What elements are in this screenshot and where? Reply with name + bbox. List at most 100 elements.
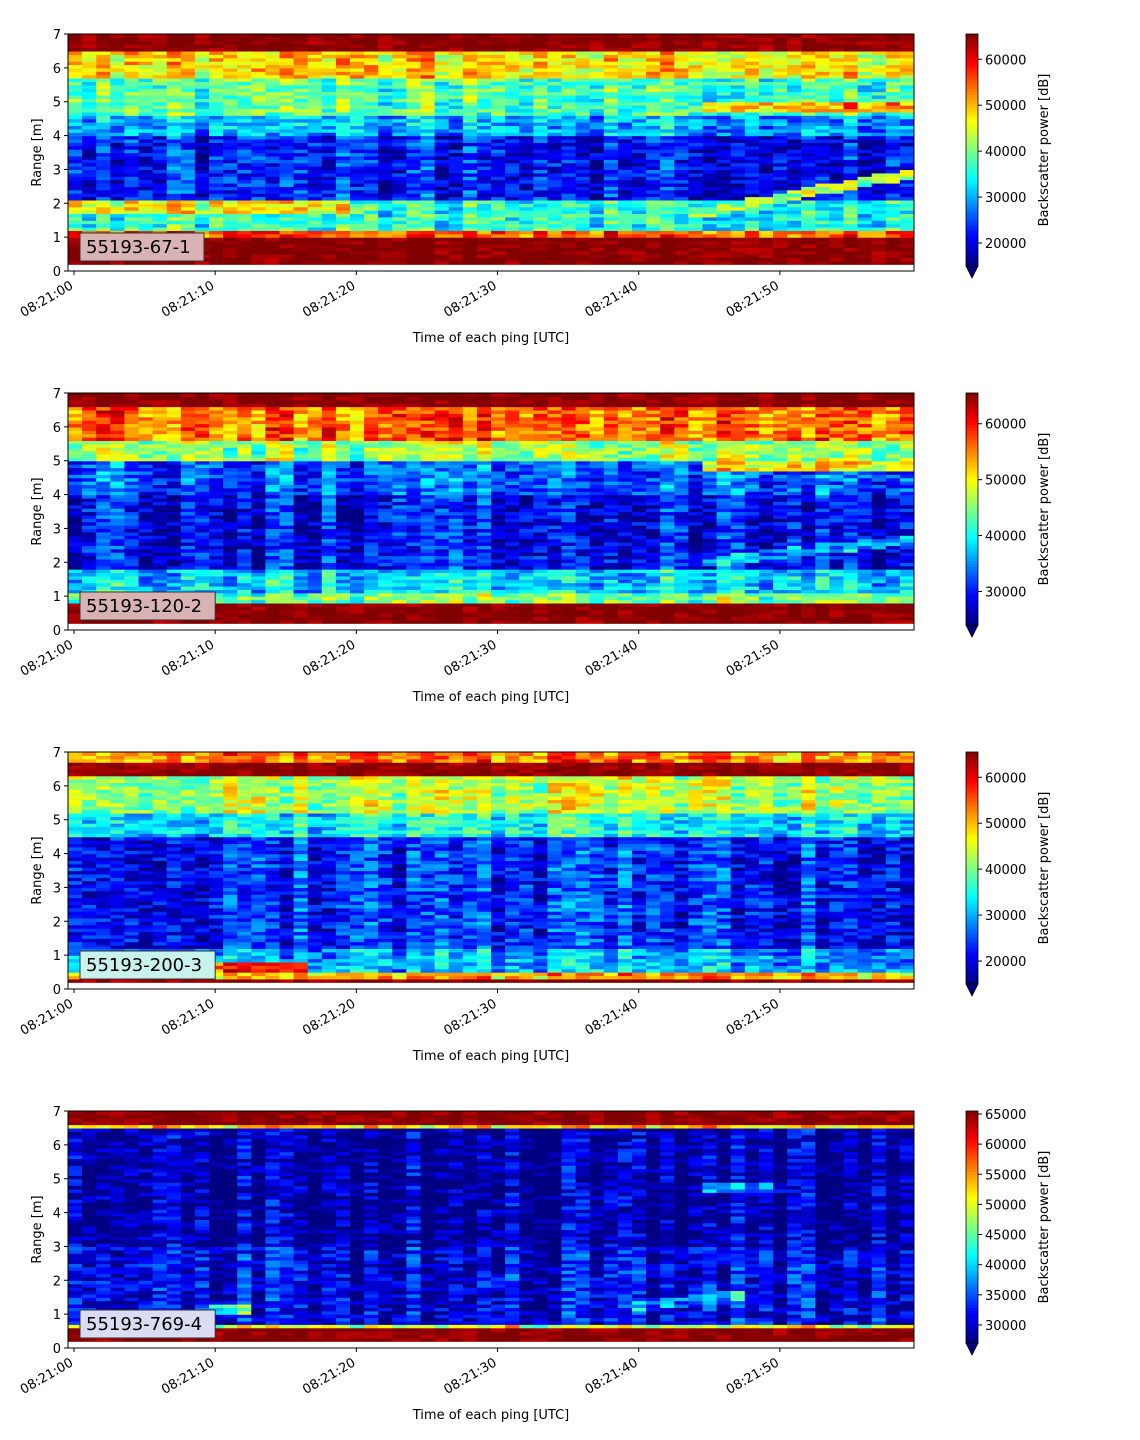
colorbar: 20000 30000 40000 50000 60000 Backscatter pow…	[966, 34, 1052, 278]
x-tick-label: 08:21:20	[300, 278, 358, 320]
heatmap-cell	[449, 34, 464, 38]
heatmap-cell	[886, 34, 901, 38]
y-tick-label: 3	[53, 163, 61, 178]
colorbar-tick-label: 60000	[985, 53, 1026, 68]
y-tick-label: 2	[53, 197, 61, 212]
heatmap-cell	[731, 34, 746, 38]
heatmap-cell	[124, 393, 139, 397]
heatmap-cell	[110, 393, 125, 397]
heatmap-cell	[378, 34, 393, 38]
heatmap-cell	[364, 34, 379, 38]
heatmap-cell	[167, 34, 182, 38]
heatmap-cell	[547, 34, 562, 38]
heatmap-cell	[223, 34, 238, 38]
heatmap-cell	[167, 393, 182, 397]
heatmap-cell	[562, 34, 577, 38]
heatmap-cell	[153, 34, 168, 38]
heatmap-cell	[308, 34, 323, 38]
heatmap-cell	[717, 34, 732, 38]
y-tick-label: 0	[53, 265, 61, 280]
heatmap-cell	[124, 34, 139, 38]
sample-label-text: 55193-67-1	[86, 237, 191, 258]
heatmap-cell	[872, 34, 887, 38]
heatmap-cell	[477, 34, 492, 38]
heatmap-cell	[209, 393, 224, 397]
heatmap-cell	[336, 34, 351, 38]
panel-1: 0 1 2 3 4 5 6 7 08:21:00 08:21:10 08:21:20 08:21:30…	[18, 28, 1052, 346]
heatmap-cell	[195, 34, 210, 38]
heatmap-cell	[505, 34, 520, 38]
heatmap-cell	[237, 34, 252, 38]
heatmap-cell	[110, 34, 125, 38]
x-tick-label: 08:21:00	[18, 278, 76, 320]
heatmap-cell	[844, 34, 859, 38]
heatmap-cell	[392, 34, 407, 38]
heatmap-cell	[604, 34, 619, 38]
heatmap-cell	[533, 34, 548, 38]
heatmap-cell	[280, 34, 295, 38]
colorbar-extend-arrow	[966, 266, 978, 278]
heatmap-cell	[632, 34, 647, 38]
heatmap-cell	[688, 34, 703, 38]
heatmap-cell	[576, 34, 591, 38]
heatmap-cell	[68, 393, 83, 397]
heatmap-cell	[209, 34, 224, 38]
heatmap-cell	[251, 34, 266, 38]
heatmap-cell	[294, 34, 309, 38]
y-axis-label: Range [m]	[30, 118, 45, 186]
heatmap-cell	[519, 34, 534, 38]
heatmap-cell	[82, 34, 97, 38]
heatmap-cell	[139, 34, 154, 38]
heatmap-cell	[322, 34, 337, 38]
heatmap-cell	[96, 393, 111, 397]
heatmap-cell	[181, 393, 196, 397]
heatmap-cell	[153, 393, 168, 397]
colorbar-label: Backscatter power [dB]	[1037, 74, 1052, 227]
y-tick-label: 1	[53, 231, 61, 246]
heatmap-cell	[618, 34, 633, 38]
x-tick-label: 08:21:10	[159, 278, 217, 320]
heatmap-cell	[858, 34, 873, 38]
colorbar-tick-label: 20000	[985, 237, 1026, 252]
y-tick-label: 7	[53, 28, 61, 43]
sample-label: 55193-67-1	[80, 233, 204, 261]
colorbar-tick-label: 30000	[985, 191, 1026, 206]
heatmap-cell	[829, 34, 844, 38]
heatmap-cell	[773, 34, 788, 38]
heatmap-cell	[815, 34, 830, 38]
colorbar-tick-label: 50000	[985, 99, 1026, 114]
heatmap-cell	[181, 34, 196, 38]
heatmap-cell	[139, 393, 154, 397]
heatmap-cell	[350, 34, 365, 38]
heatmap-cell	[265, 34, 280, 38]
heatmap-cell	[82, 393, 97, 397]
heatmap-cell	[787, 34, 802, 38]
x-tick-label: 08:21:40	[583, 278, 641, 320]
x-tick-label: 08:21:50	[724, 278, 782, 320]
heatmap-cell	[646, 34, 661, 38]
heatmap-cell	[406, 34, 421, 38]
heatmap-cell	[759, 34, 774, 38]
heatmap-cell	[68, 34, 83, 38]
y-tick-label: 6	[53, 62, 61, 77]
heatmap-cell	[435, 34, 450, 38]
heatmap-cell	[703, 34, 718, 38]
y-tick-label: 4	[53, 130, 61, 145]
heatmap-cell	[674, 34, 689, 38]
heatmap-cell	[660, 34, 675, 38]
heatmap-cell	[96, 34, 111, 38]
heatmap-cell	[590, 34, 605, 38]
heatmap-cell	[900, 34, 915, 38]
heatmap-cell	[195, 393, 210, 397]
heatmap-cell	[745, 34, 760, 38]
heatmap-cell	[463, 34, 478, 38]
y-tick-label: 5	[53, 96, 61, 111]
x-tick-label: 08:21:30	[441, 278, 499, 320]
heatmap-cell	[801, 34, 816, 38]
colorbar-tick-label: 40000	[985, 145, 1026, 160]
x-axis-label: Time of each ping [UTC]	[412, 331, 570, 346]
heatmap-cell	[491, 34, 506, 38]
heatmap-cell	[421, 34, 436, 38]
